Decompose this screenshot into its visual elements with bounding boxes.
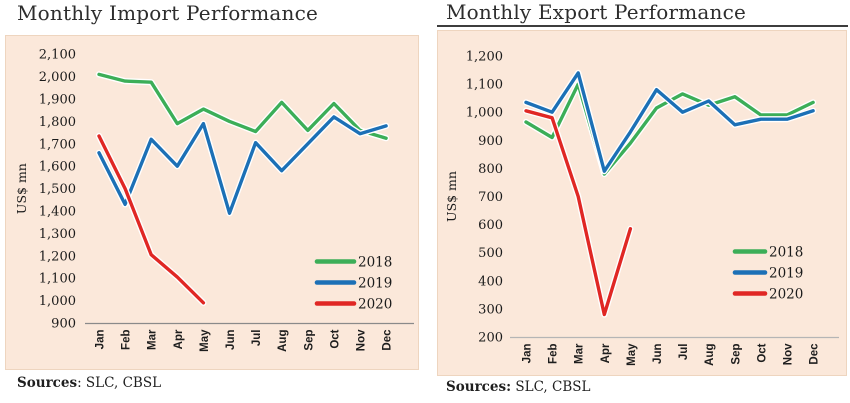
sources-text: SLC, CBSL: [511, 379, 591, 395]
legend-label-2020: 2020: [358, 296, 392, 312]
series-line-2020: [524, 109, 633, 317]
y-tick-label: 700: [478, 190, 503, 205]
series-line-2019: [524, 71, 815, 173]
x-tick-label: May: [626, 343, 638, 366]
y-tick-label: 1,200: [39, 249, 76, 264]
x-tick-label: Jan: [522, 344, 534, 364]
x-tick-label: Feb: [121, 330, 133, 350]
y-tick-label: 200: [478, 331, 503, 346]
x-tick-label: Aug: [704, 344, 716, 366]
y-tick-label: 900: [51, 317, 76, 332]
y-tick-label: 1,100: [466, 78, 503, 93]
legend-label-2019: 2019: [358, 275, 392, 291]
x-tick-label: Sep: [730, 344, 742, 365]
x-tick-label: Aug: [277, 330, 289, 352]
y-tick-label: 800: [478, 162, 503, 177]
sources-text: : SLC, CBSL: [77, 375, 162, 391]
x-tick-label: Nov: [783, 343, 795, 365]
sources-label: Sources:: [446, 379, 512, 395]
series-line-2020: [97, 134, 206, 305]
legend-label-2020: 2020: [769, 286, 803, 302]
series-line-2018: [97, 72, 388, 140]
x-tick-label: Nov: [356, 329, 368, 351]
x-tick-label: Mar: [574, 343, 586, 364]
export-chart-title: Monthly Export Performance: [446, 0, 747, 24]
y-tick-label: 2,000: [39, 70, 76, 85]
import-chart-title: Monthly Import Performance: [17, 1, 319, 25]
legend-label-2018: 2018: [769, 244, 803, 260]
y-tick-label: 300: [478, 302, 503, 317]
export-chart-panel: 200 300 400 500 600 700 800 900 1,000 1,100 1,200 J…: [437, 30, 847, 376]
y-tick-label: 1,300: [39, 227, 76, 242]
x-tick-label: Feb: [548, 344, 560, 364]
x-tick-label: Jul: [678, 344, 690, 361]
y-axis-title: US$ mn: [444, 171, 459, 222]
x-tick-label: Mar: [147, 329, 159, 350]
x-tick-label: May: [199, 329, 211, 352]
y-tick-label: 500: [478, 246, 503, 261]
x-tick-label: Jan: [95, 330, 107, 350]
legend-label-2018: 2018: [358, 254, 392, 270]
import-chart-panel: 900 1,000 1,100 1,200 1,300 1,400 1,500 1,600 1,…: [5, 35, 419, 370]
x-tick-label: Oct: [329, 329, 341, 348]
x-tick-label: Jun: [225, 330, 237, 350]
x-tick-label: Sep: [303, 330, 315, 351]
export-title-underline: [437, 25, 848, 27]
y-tick-label: 400: [478, 274, 503, 289]
x-tick-label: Dec: [382, 329, 394, 351]
y-tick-label: 2,100: [39, 48, 76, 63]
x-tick-label: Jun: [652, 344, 664, 364]
x-tick-label: Dec: [809, 343, 821, 365]
sources-label: Sources: [17, 375, 78, 391]
y-tick-label: 1,400: [39, 205, 76, 220]
import-chart-sources: Sources: SLC, CBSL: [17, 375, 161, 391]
y-tick-label: 1,000: [466, 106, 503, 121]
x-tick-label: Apr: [600, 343, 612, 363]
x-tick-label: Apr: [173, 329, 185, 349]
export-chart-sources: Sources: SLC, CBSL: [446, 379, 590, 395]
x-tick-label: Oct: [756, 343, 768, 362]
y-tick-label: 1,700: [39, 137, 76, 152]
y-tick-label: 1,800: [39, 115, 76, 130]
y-tick-label: 1,900: [39, 93, 76, 108]
y-tick-label: 600: [478, 218, 503, 233]
series-halo-2020: [95, 132, 207, 306]
y-tick-label: 1,000: [39, 294, 76, 309]
series-halo-2018: [95, 71, 390, 142]
x-tick-label: Jul: [251, 330, 263, 347]
export-chart-plot: 200 300 400 500 600 700 800 900 1,000 1,100 1,200 J…: [444, 50, 839, 366]
series-line-2019: [97, 115, 388, 215]
y-tick-label: 1,600: [39, 160, 76, 175]
y-axis-title: US$ mn: [14, 163, 29, 214]
legend-label-2019: 2019: [769, 265, 803, 281]
y-tick-label: 1,500: [39, 182, 76, 197]
import-chart-plot: 900 1,000 1,100 1,200 1,300 1,400 1,500 1,600 1,…: [14, 48, 414, 352]
y-tick-label: 900: [478, 134, 503, 149]
y-tick-label: 1,100: [39, 272, 76, 287]
y-tick-label: 1,200: [466, 50, 503, 65]
